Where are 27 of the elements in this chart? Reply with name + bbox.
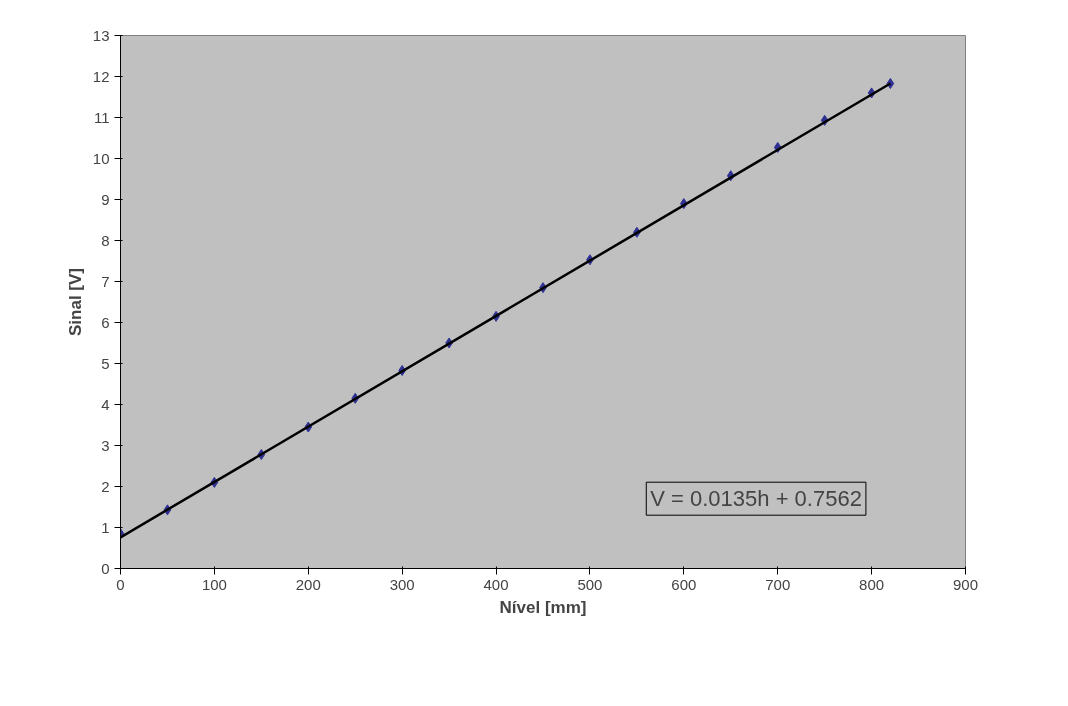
y-tick-label: 13 [92, 26, 110, 44]
y-tick-label: 8 [101, 231, 110, 249]
y-tick-label: 2 [101, 477, 110, 495]
y-tick-label: 6 [101, 313, 110, 331]
x-tick-label: 200 [295, 575, 321, 593]
y-tick-label: 4 [101, 395, 110, 413]
y-tick-label: 3 [101, 436, 110, 454]
y-tick-label: 10 [92, 149, 110, 167]
y-axis-title: Sinal [V] [65, 267, 85, 336]
y-tick-label: 0 [101, 559, 110, 577]
x-axis-title: Nível [mm] [499, 597, 587, 617]
y-tick-label: 7 [101, 272, 110, 290]
x-tick-label: 600 [671, 575, 697, 593]
y-tick-label: 11 [93, 108, 110, 126]
x-tick-label: 300 [389, 575, 415, 593]
x-tick-label: 100 [201, 575, 227, 593]
x-tick-label: 400 [483, 575, 509, 593]
x-tick-label: 800 [859, 575, 885, 593]
y-tick-label: 5 [101, 354, 110, 372]
x-tick-label: 900 [952, 575, 979, 593]
y-tick-label: 12 [92, 67, 110, 85]
y-tick-label: 1 [101, 518, 110, 536]
y-tick-label: 9 [101, 190, 110, 208]
x-tick-label: 0 [116, 575, 125, 593]
annotation: V = 0.0135h + 0.7562 [650, 486, 862, 512]
x-tick-label: 500 [577, 575, 603, 593]
x-tick-label: 700 [765, 575, 791, 593]
